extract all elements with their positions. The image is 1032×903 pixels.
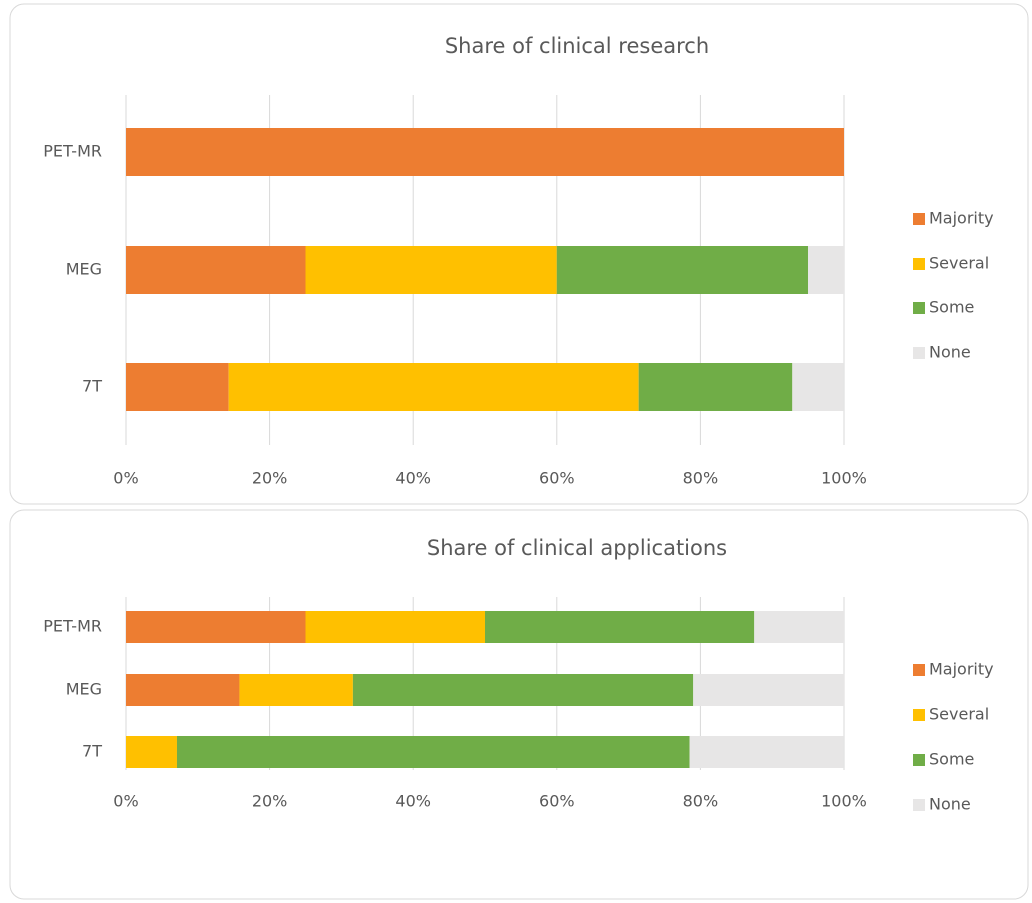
bar-segment (485, 611, 755, 643)
bar-segment (126, 363, 229, 411)
bar-segment (754, 611, 844, 643)
y-tick-label: PET-MR (43, 617, 102, 636)
legend-label: None (929, 795, 971, 814)
x-tick-label: 0% (113, 792, 138, 811)
bar-segment (305, 611, 485, 643)
x-tick-label: 100% (821, 469, 867, 488)
x-tick-label: 80% (683, 792, 719, 811)
bar-segment (126, 128, 844, 176)
y-tick-label: PET-MR (43, 142, 102, 161)
bar-segment (239, 674, 353, 706)
x-tick-label: 20% (252, 792, 288, 811)
bar-segment (126, 674, 240, 706)
bar-segment (556, 246, 809, 294)
x-tick-label: 100% (821, 792, 867, 811)
x-tick-label: 60% (539, 469, 575, 488)
y-tick-label: MEG (66, 260, 102, 279)
bar-segment (305, 246, 557, 294)
x-tick-label: 20% (252, 469, 288, 488)
bar-segment (689, 736, 844, 768)
legend-swatch (913, 754, 925, 766)
bar-segment (126, 246, 306, 294)
bar-segment (808, 246, 844, 294)
legend-label: Some (929, 750, 974, 769)
legend-swatch (913, 664, 925, 676)
y-tick-label: 7T (82, 742, 102, 761)
bar-segment (693, 674, 845, 706)
legend-swatch (913, 213, 925, 225)
chart-title: Share of clinical research (445, 34, 709, 58)
legend-swatch (913, 347, 925, 359)
y-tick-label: 7T (82, 377, 102, 396)
legend-label: Several (929, 705, 989, 724)
x-tick-label: 40% (395, 792, 431, 811)
legend-label: Several (929, 254, 989, 273)
legend-swatch (913, 799, 925, 811)
bar-segment (228, 363, 639, 411)
bar-segment (792, 363, 844, 411)
legend-label: Majority (929, 209, 994, 228)
bar-segment (638, 363, 793, 411)
bar-segment (352, 674, 694, 706)
x-tick-label: 0% (113, 469, 138, 488)
x-tick-label: 80% (683, 469, 719, 488)
bar-segment (176, 736, 690, 768)
bar-segment (126, 736, 177, 768)
legend-label: Majority (929, 660, 994, 679)
x-tick-label: 60% (539, 792, 575, 811)
legend-swatch (913, 258, 925, 270)
bar-segment (126, 611, 306, 643)
legend-swatch (913, 302, 925, 314)
chart-title: Share of clinical applications (427, 536, 727, 560)
legend-label: Some (929, 298, 974, 317)
x-tick-label: 40% (395, 469, 431, 488)
legend-swatch (913, 709, 925, 721)
legend-label: None (929, 343, 971, 362)
y-tick-label: MEG (66, 680, 102, 699)
